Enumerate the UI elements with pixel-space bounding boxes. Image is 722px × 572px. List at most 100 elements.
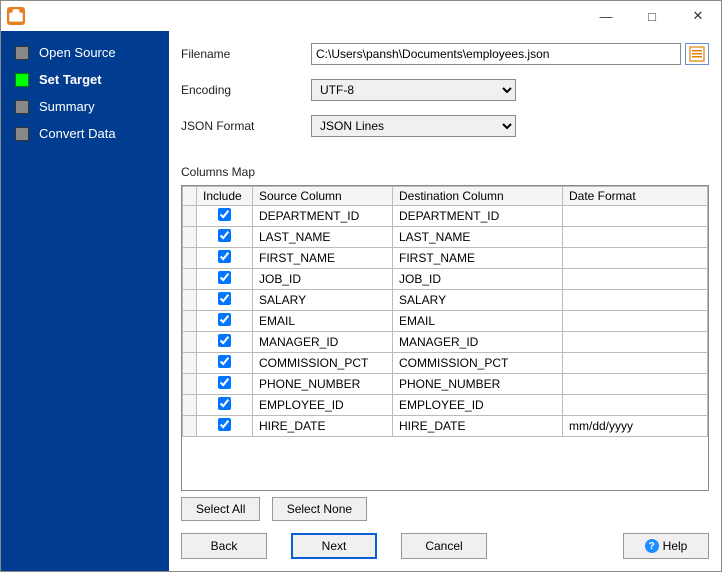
row-header[interactable] — [183, 374, 197, 395]
table-row[interactable]: JOB_IDJOB_ID — [183, 269, 708, 290]
cell-dest[interactable]: LAST_NAME — [393, 227, 563, 248]
encoding-select[interactable]: UTF-8 — [311, 79, 516, 101]
cell-include — [197, 374, 253, 395]
cell-format[interactable]: mm/dd/yyyy — [563, 416, 708, 437]
table-row[interactable]: LAST_NAMELAST_NAME — [183, 227, 708, 248]
encoding-label: Encoding — [181, 83, 311, 97]
row-header[interactable] — [183, 353, 197, 374]
filename-input[interactable] — [311, 43, 681, 65]
browse-button[interactable] — [685, 43, 709, 65]
cell-source[interactable]: SALARY — [253, 290, 393, 311]
step-marker-icon — [15, 127, 29, 141]
wizard-step[interactable]: Set Target — [1, 66, 169, 93]
cell-dest[interactable]: EMAIL — [393, 311, 563, 332]
cell-source[interactable]: PHONE_NUMBER — [253, 374, 393, 395]
table-row[interactable]: FIRST_NAMEFIRST_NAME — [183, 248, 708, 269]
json-format-select[interactable]: JSON Lines — [311, 115, 516, 137]
col-source[interactable]: Source Column — [253, 187, 393, 206]
table-row[interactable]: SALARYSALARY — [183, 290, 708, 311]
include-checkbox[interactable] — [218, 229, 231, 242]
selection-buttons: Select All Select None — [181, 491, 709, 525]
include-checkbox[interactable] — [218, 313, 231, 326]
wizard-step[interactable]: Summary — [1, 93, 169, 120]
cell-format[interactable] — [563, 206, 708, 227]
cell-format[interactable] — [563, 269, 708, 290]
wizard-sidebar: Open SourceSet Target Summary Convert Data — [1, 31, 169, 571]
row-header[interactable] — [183, 416, 197, 437]
minimize-button[interactable]: — — [583, 1, 629, 31]
table-row[interactable]: EMPLOYEE_IDEMPLOYEE_ID — [183, 395, 708, 416]
include-checkbox[interactable] — [218, 376, 231, 389]
cell-dest[interactable]: COMMISSION_PCT — [393, 353, 563, 374]
include-checkbox[interactable] — [218, 397, 231, 410]
wizard-step[interactable]: Convert Data — [1, 120, 169, 147]
back-button[interactable]: Back — [181, 533, 267, 559]
help-label: Help — [663, 539, 688, 553]
include-checkbox[interactable] — [218, 418, 231, 431]
cell-dest[interactable]: FIRST_NAME — [393, 248, 563, 269]
cell-dest[interactable]: MANAGER_ID — [393, 332, 563, 353]
cell-dest[interactable]: HIRE_DATE — [393, 416, 563, 437]
include-checkbox[interactable] — [218, 355, 231, 368]
next-button[interactable]: Next — [291, 533, 377, 559]
step-marker-icon — [15, 46, 29, 60]
col-dest[interactable]: Destination Column — [393, 187, 563, 206]
columns-map-table: Include Source Column Destination Column… — [182, 186, 708, 437]
col-include[interactable]: Include — [197, 187, 253, 206]
row-header[interactable] — [183, 311, 197, 332]
cell-format[interactable] — [563, 311, 708, 332]
cell-format[interactable] — [563, 248, 708, 269]
row-header[interactable] — [183, 248, 197, 269]
cell-source[interactable]: COMMISSION_PCT — [253, 353, 393, 374]
include-checkbox[interactable] — [218, 271, 231, 284]
cell-source[interactable]: FIRST_NAME — [253, 248, 393, 269]
cell-format[interactable] — [563, 395, 708, 416]
cell-format[interactable] — [563, 353, 708, 374]
close-button[interactable]: ✕ — [675, 1, 721, 31]
cell-dest[interactable]: SALARY — [393, 290, 563, 311]
table-row[interactable]: EMAILEMAIL — [183, 311, 708, 332]
cell-dest[interactable]: PHONE_NUMBER — [393, 374, 563, 395]
row-header[interactable] — [183, 395, 197, 416]
maximize-button[interactable]: □ — [629, 1, 675, 31]
filename-label: Filename — [181, 47, 311, 61]
cell-dest[interactable]: DEPARTMENT_ID — [393, 206, 563, 227]
row-header[interactable] — [183, 290, 197, 311]
table-row[interactable]: HIRE_DATEHIRE_DATEmm/dd/yyyy — [183, 416, 708, 437]
row-header[interactable] — [183, 332, 197, 353]
step-label: Summary — [39, 99, 95, 114]
cell-format[interactable] — [563, 290, 708, 311]
cell-dest[interactable]: JOB_ID — [393, 269, 563, 290]
cell-source[interactable]: MANAGER_ID — [253, 332, 393, 353]
select-all-button[interactable]: Select All — [181, 497, 260, 521]
include-checkbox[interactable] — [218, 334, 231, 347]
cell-source[interactable]: EMAIL — [253, 311, 393, 332]
row-header[interactable] — [183, 227, 197, 248]
table-row[interactable]: DEPARTMENT_IDDEPARTMENT_ID — [183, 206, 708, 227]
table-row[interactable]: COMMISSION_PCTCOMMISSION_PCT — [183, 353, 708, 374]
include-checkbox[interactable] — [218, 250, 231, 263]
table-row[interactable]: PHONE_NUMBERPHONE_NUMBER — [183, 374, 708, 395]
cell-format[interactable] — [563, 227, 708, 248]
wizard-step[interactable]: Open Source — [1, 39, 169, 66]
row-header[interactable] — [183, 206, 197, 227]
help-button[interactable]: ? Help — [623, 533, 709, 559]
include-checkbox[interactable] — [218, 208, 231, 221]
cell-source[interactable]: LAST_NAME — [253, 227, 393, 248]
cell-source[interactable]: EMPLOYEE_ID — [253, 395, 393, 416]
wizard-footer: Back Next Cancel ? Help — [181, 525, 709, 563]
col-format[interactable]: Date Format — [563, 187, 708, 206]
include-checkbox[interactable] — [218, 292, 231, 305]
cell-source[interactable]: JOB_ID — [253, 269, 393, 290]
cell-include — [197, 206, 253, 227]
select-none-button[interactable]: Select None — [272, 497, 367, 521]
cell-source[interactable]: DEPARTMENT_ID — [253, 206, 393, 227]
cell-format[interactable] — [563, 374, 708, 395]
cell-source[interactable]: HIRE_DATE — [253, 416, 393, 437]
row-header[interactable] — [183, 269, 197, 290]
cell-dest[interactable]: EMPLOYEE_ID — [393, 395, 563, 416]
table-row[interactable]: MANAGER_IDMANAGER_ID — [183, 332, 708, 353]
cell-format[interactable] — [563, 332, 708, 353]
cancel-button[interactable]: Cancel — [401, 533, 487, 559]
app-icon — [7, 7, 25, 25]
